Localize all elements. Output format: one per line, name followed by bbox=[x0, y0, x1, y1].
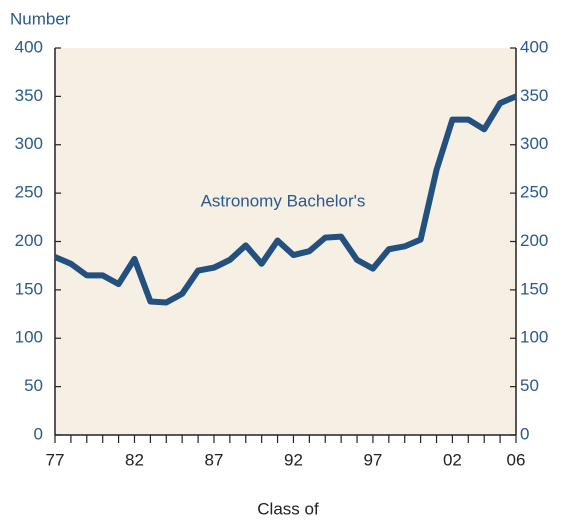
y-axis-label: Number bbox=[10, 9, 71, 28]
y-tick-label: 350 bbox=[15, 86, 43, 105]
y2-tick-label: 250 bbox=[520, 183, 548, 202]
y-tick-label: 150 bbox=[15, 279, 43, 298]
x-tick-label: 87 bbox=[205, 450, 224, 469]
y2-tick-label: 400 bbox=[520, 37, 548, 56]
y2-tick-label: 150 bbox=[520, 279, 548, 298]
x-tick-label: 82 bbox=[125, 450, 144, 469]
y2-tick-label: 0 bbox=[520, 424, 529, 443]
y2-tick-label: 50 bbox=[520, 376, 539, 395]
annotation: Astronomy Bachelor's bbox=[201, 191, 366, 210]
x-tick-label: 77 bbox=[46, 450, 65, 469]
x-tick-label: 92 bbox=[284, 450, 303, 469]
x-tick-label: 97 bbox=[363, 450, 382, 469]
y-tick-label: 100 bbox=[15, 328, 43, 347]
y2-tick-label: 350 bbox=[520, 86, 548, 105]
y-tick-label: 300 bbox=[15, 134, 43, 153]
data-line bbox=[53, 93, 518, 306]
y-tick-label: 50 bbox=[24, 376, 43, 395]
y-tick-label: 0 bbox=[34, 424, 43, 443]
y-tick-label: 250 bbox=[15, 183, 43, 202]
x-tick-label: 02 bbox=[443, 450, 462, 469]
y-tick-label: 400 bbox=[15, 37, 43, 56]
y2-tick-label: 200 bbox=[520, 231, 548, 250]
y2-tick-label: 100 bbox=[520, 328, 548, 347]
x-axis-label: Class of bbox=[257, 499, 319, 518]
y2-tick-label: 300 bbox=[520, 134, 548, 153]
plot-area bbox=[55, 48, 516, 435]
y-tick-label: 200 bbox=[15, 231, 43, 250]
x-tick-label: 06 bbox=[507, 450, 526, 469]
